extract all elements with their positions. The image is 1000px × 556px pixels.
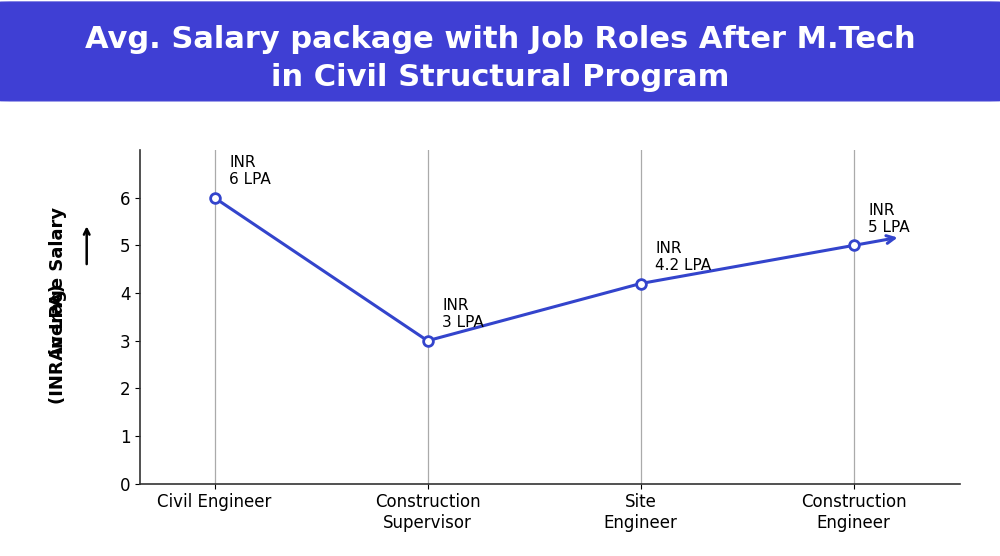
Text: INR
3 LPA: INR 3 LPA bbox=[442, 298, 484, 330]
Text: INR
6 LPA: INR 6 LPA bbox=[229, 155, 271, 187]
Text: in Civil Structural Program: in Civil Structural Program bbox=[271, 63, 729, 92]
Text: INR
5 LPA: INR 5 LPA bbox=[868, 202, 910, 235]
Text: INR
4.2 LPA: INR 4.2 LPA bbox=[655, 241, 712, 273]
FancyBboxPatch shape bbox=[0, 2, 1000, 101]
Text: Avg. Salary package with Job Roles After M.Tech: Avg. Salary package with Job Roles After… bbox=[85, 24, 915, 53]
Text: Average Salary: Average Salary bbox=[49, 207, 67, 360]
Text: (INR in LPA): (INR in LPA) bbox=[49, 284, 67, 404]
